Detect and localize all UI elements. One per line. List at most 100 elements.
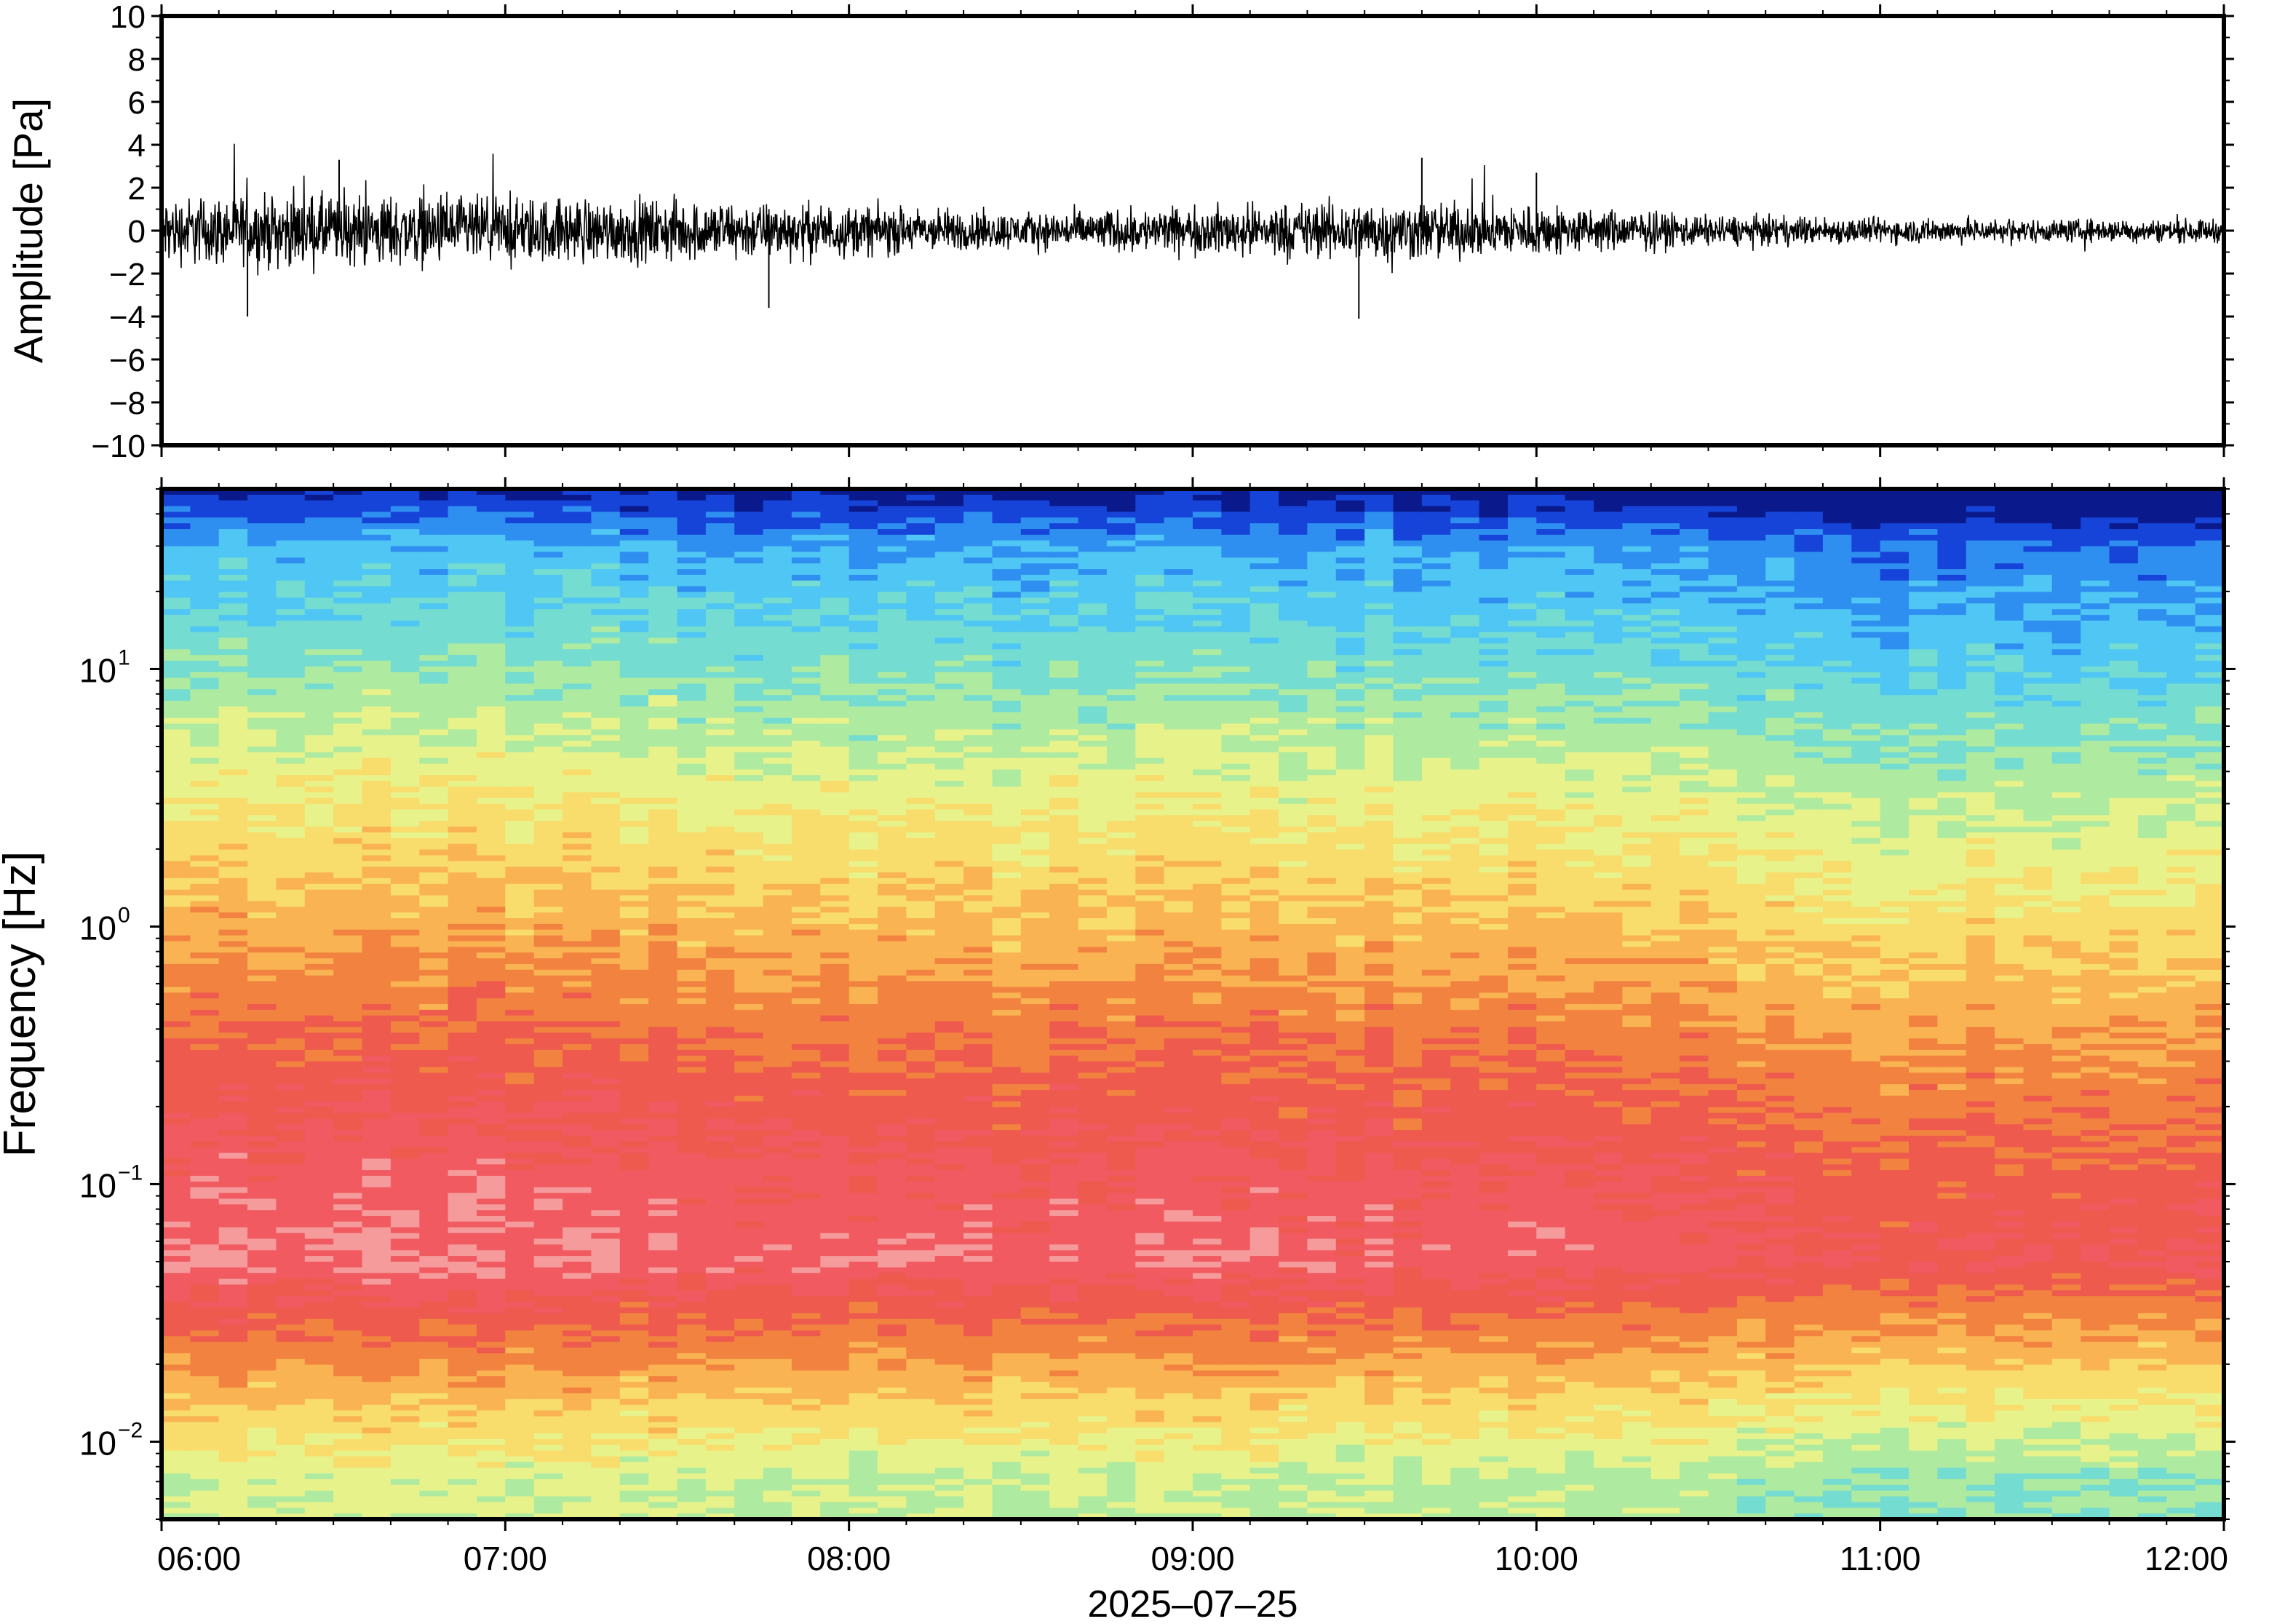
spectrogram-cell <box>563 787 592 793</box>
spectrogram-cell <box>563 923 592 931</box>
spectrogram-cell <box>563 1170 592 1177</box>
spectrogram-cell <box>849 1135 879 1142</box>
spectrogram-cell <box>304 689 335 696</box>
spectrogram-cell <box>218 689 249 696</box>
spectrogram-cell <box>763 494 792 501</box>
spectrogram-cell <box>390 1198 421 1206</box>
spectrogram-cell <box>677 1090 707 1096</box>
spectrogram-cell <box>906 952 936 960</box>
spectrogram-cell <box>218 837 249 845</box>
spectrogram-cell <box>849 1428 879 1434</box>
spectrogram-cell <box>705 1181 736 1188</box>
spectrogram-cell <box>820 1416 850 1423</box>
spectrogram-cell <box>333 1078 363 1086</box>
spectrogram-cell <box>190 1078 220 1086</box>
spectrogram-cell <box>190 569 220 576</box>
spectrogram-cell <box>505 855 535 862</box>
spectrogram-cell <box>906 998 936 1005</box>
spectrogram-cell <box>820 489 850 495</box>
spectrogram-cell <box>533 575 564 581</box>
spectrogram-cell <box>849 563 879 570</box>
spectrogram-cell <box>505 752 535 759</box>
spectrogram-cell <box>333 1376 363 1383</box>
spectrogram-cell <box>419 1147 449 1154</box>
spectrogram-cell <box>533 1141 564 1148</box>
spectrogram-cell <box>362 637 392 645</box>
spectrogram-cell <box>734 1370 764 1377</box>
spectrogram-cell <box>477 775 506 782</box>
spectrogram-cell <box>276 781 306 788</box>
spectrogram-cell <box>162 1278 191 1286</box>
spectrogram-cell <box>477 534 506 541</box>
spectrogram-cell <box>190 877 220 885</box>
spectrogram-cell <box>333 1176 363 1182</box>
spectrogram-cell <box>791 1216 822 1222</box>
spectrogram-cell <box>734 1124 764 1131</box>
spectrogram-cell <box>878 1124 907 1131</box>
spectrogram-cell <box>820 907 850 914</box>
spectrogram-cell <box>333 540 363 547</box>
spectrogram-cell <box>533 1176 564 1182</box>
spectrogram-cell <box>505 1358 535 1366</box>
spectrogram-cell <box>849 752 879 759</box>
spectrogram-cell <box>448 883 477 891</box>
spectrogram-cell <box>619 603 650 610</box>
spectrogram-cell <box>563 763 592 771</box>
spectrogram-cell <box>849 1433 879 1440</box>
spectrogram-cell <box>533 489 564 495</box>
spectrogram-cell <box>362 534 392 541</box>
spectrogram-cell <box>533 895 564 902</box>
spectrogram-cell <box>477 575 506 581</box>
spectrogram-cell <box>162 609 191 616</box>
spectrogram-cell <box>505 712 535 719</box>
spectrogram-cell <box>705 1227 736 1234</box>
spectrogram-cell <box>448 1061 477 1068</box>
spectrogram-cell <box>247 1238 277 1246</box>
spectrogram-cell <box>878 1210 907 1217</box>
spectrogram-cell <box>906 981 936 988</box>
spectrogram-cell <box>304 1393 335 1400</box>
spectrogram-cell <box>734 649 764 656</box>
spectrogram-cell <box>734 1456 764 1463</box>
spectrogram-cell <box>849 1273 879 1280</box>
spectrogram-cell <box>878 935 907 942</box>
spectrogram-cell <box>533 1410 564 1417</box>
spectrogram-cell <box>763 534 792 541</box>
spectrogram-cell <box>477 1107 506 1114</box>
spectrogram-cell <box>477 1468 506 1475</box>
spectrogram-cell <box>763 1118 792 1126</box>
spectrogram-cell <box>791 752 822 759</box>
spectrogram-cell <box>677 735 707 742</box>
spectrogram-cell <box>477 1342 506 1348</box>
spectrogram-cell <box>477 1382 506 1389</box>
spectrogram-cell <box>849 494 879 501</box>
spectrogram-cell <box>563 781 592 788</box>
spectrogram-cell <box>162 815 191 822</box>
spectrogram-cell <box>419 792 449 799</box>
spectrogram-cell <box>505 787 535 793</box>
spectrogram-cell <box>878 1348 907 1354</box>
spectrogram-cell <box>791 1067 822 1074</box>
spectrogram-cell <box>677 1238 707 1246</box>
spectrogram-cell <box>591 889 621 896</box>
spectrogram-cell <box>906 941 936 948</box>
spectrogram-cell <box>648 981 678 988</box>
spectrogram-cell <box>820 1067 850 1074</box>
spectrogram-cell <box>390 895 421 902</box>
spectrogram-cell <box>619 672 650 679</box>
spectrogram-cell <box>820 723 850 731</box>
spectrogram-cell <box>619 1278 650 1286</box>
spectrogram-cell <box>276 1496 306 1503</box>
spectrogram-cell <box>849 1267 879 1274</box>
spectrogram-cell <box>390 1193 421 1200</box>
spectrogram-cell <box>477 1044 506 1051</box>
spectrogram-cell <box>677 1358 707 1366</box>
spectrogram-cell <box>878 998 907 1005</box>
spectrogram-cell <box>677 1147 707 1154</box>
spectrogram-cell <box>276 1478 306 1486</box>
spectrogram-cell <box>619 797 650 805</box>
spectrogram-cell <box>878 832 907 839</box>
spectrogram-cell <box>419 941 449 948</box>
spectrogram-cell <box>477 695 506 702</box>
spectrogram-cell <box>190 1090 220 1096</box>
